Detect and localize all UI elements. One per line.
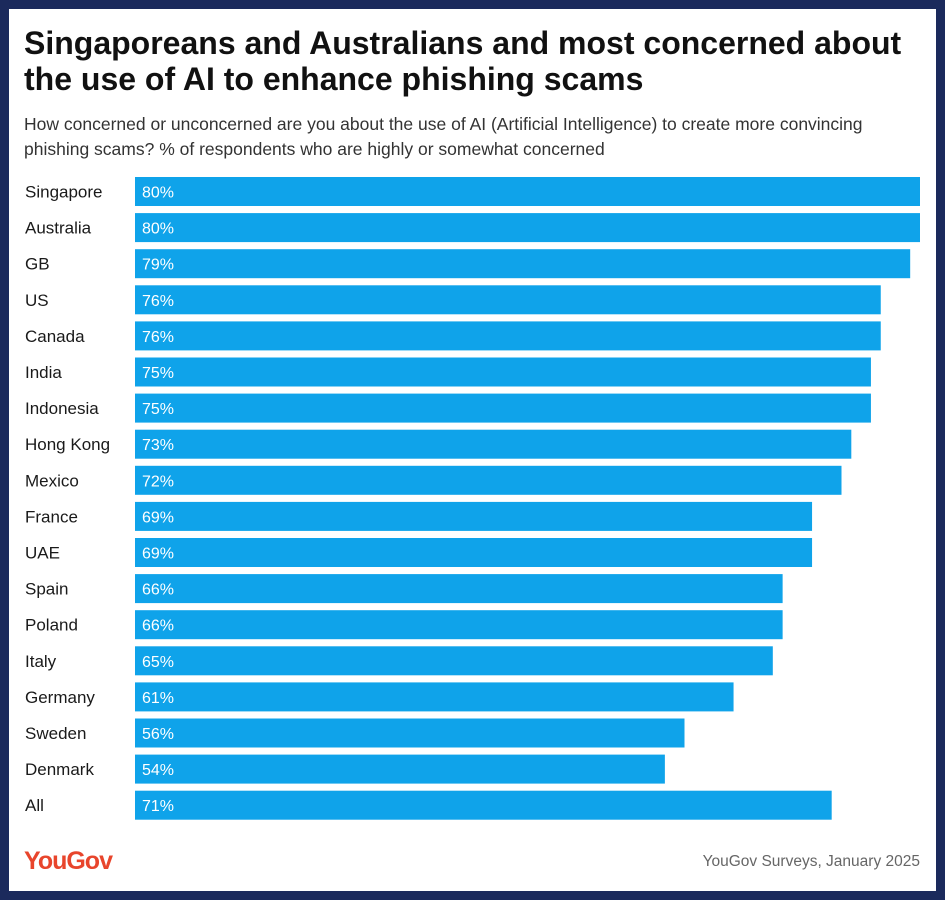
category-label-france: France [25, 507, 78, 526]
bar-denmark [135, 754, 665, 784]
bar-australia [135, 213, 920, 243]
category-label-italy: Italy [25, 652, 57, 671]
category-label-canada: Canada [25, 327, 85, 346]
bar-us [135, 285, 881, 315]
category-label-india: India [25, 363, 62, 382]
value-label-denmark: 54% [142, 762, 174, 779]
category-label-us: US [25, 291, 49, 310]
value-label-us: 76% [142, 293, 174, 310]
category-label-all: All [25, 796, 44, 815]
bar-sweden [135, 718, 685, 748]
bar-canada [135, 321, 881, 351]
category-label-germany: Germany [25, 688, 95, 707]
category-label-singapore: Singapore [25, 183, 103, 202]
category-label-hong-kong: Hong Kong [25, 435, 110, 454]
bar-hong-kong [135, 429, 852, 459]
value-label-australia: 80% [142, 221, 174, 238]
category-label-uae: UAE [25, 544, 60, 563]
chart-subtitle: How concerned or unconcerned are you abo… [24, 114, 863, 159]
value-label-sweden: 56% [142, 726, 174, 743]
bar-all [135, 790, 832, 820]
bar-uae [135, 538, 813, 567]
value-label-mexico: 72% [142, 473, 174, 490]
value-label-france: 69% [142, 509, 174, 526]
bar-france [135, 501, 813, 531]
value-label-indonesia: 75% [142, 401, 174, 418]
category-label-gb: GB [25, 255, 50, 274]
value-label-canada: 76% [142, 329, 174, 346]
bar-chart: Singapore 80% Australia 80% GB 79% US 76% Canada… [25, 177, 920, 820]
bar-mexico [135, 465, 842, 495]
category-label-poland: Poland [25, 616, 78, 635]
bar-gb [135, 249, 911, 279]
bar-italy [135, 646, 773, 676]
value-label-spain: 66% [142, 582, 174, 599]
chart-title: Singaporeans and Australians and most co… [24, 25, 902, 97]
category-label-sweden: Sweden [25, 724, 86, 743]
category-label-spain: Spain [25, 580, 68, 599]
source-note: YouGov Surveys, January 2025 [702, 853, 920, 870]
yougov-logo: YouGov [24, 847, 113, 875]
value-label-hong-kong: 73% [142, 437, 174, 454]
category-label-denmark: Denmark [25, 760, 94, 779]
bar-india [135, 357, 871, 387]
category-label-indonesia: Indonesia [25, 399, 99, 418]
value-label-singapore: 80% [142, 185, 174, 202]
value-label-gb: 79% [142, 257, 174, 274]
chart-card: Singaporeans and Australians and most co… [9, 9, 936, 891]
value-label-india: 75% [142, 365, 174, 382]
bar-spain [135, 574, 783, 604]
bar-poland [135, 610, 783, 640]
bar-indonesia [135, 393, 871, 423]
bar-germany [135, 682, 734, 712]
value-label-germany: 61% [142, 690, 174, 707]
value-label-poland: 66% [142, 618, 174, 635]
category-label-mexico: Mexico [25, 471, 79, 490]
value-label-italy: 65% [142, 654, 174, 671]
bar-singapore [135, 177, 920, 206]
value-label-uae: 69% [142, 546, 174, 563]
category-label-australia: Australia [25, 219, 92, 238]
value-label-all: 71% [142, 798, 174, 815]
